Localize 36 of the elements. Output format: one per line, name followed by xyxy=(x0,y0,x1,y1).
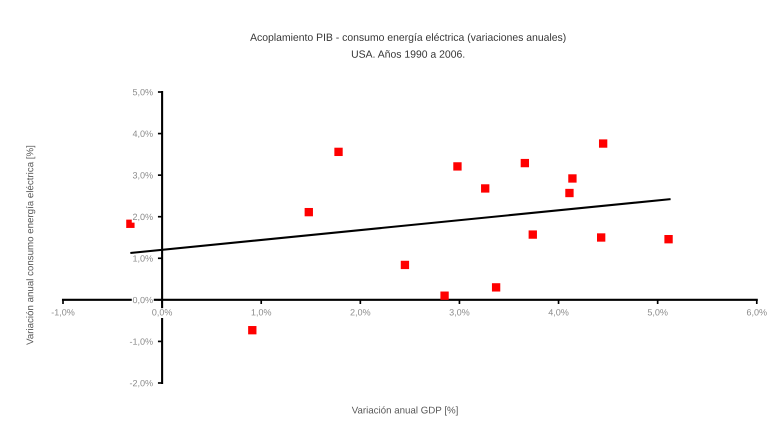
x-tick-label: 5,0% xyxy=(648,309,668,317)
y-tick-label: 4,0% xyxy=(132,130,153,138)
y-tick-label: 5,0% xyxy=(132,88,153,96)
x-tick-label: 0,0% xyxy=(152,309,172,317)
point xyxy=(400,260,410,270)
chart-title: Acoplamiento PIB - consumo energía eléctrica (variaciones anuales) xyxy=(250,33,566,43)
x-tick-label: 1,0% xyxy=(252,309,272,317)
y-tick-label: 1,0% xyxy=(133,255,153,263)
point xyxy=(304,208,313,216)
point xyxy=(520,158,530,168)
point xyxy=(664,234,673,244)
y-tick-label: -1,0% xyxy=(130,338,153,346)
x-axis-title: Variación anual GDP [%] xyxy=(352,406,458,416)
point xyxy=(440,292,449,300)
point xyxy=(334,148,343,156)
point xyxy=(481,184,490,193)
x-tick-label: 2,0% xyxy=(350,309,370,317)
point xyxy=(528,230,537,239)
y-axis-title: Variación anual consumo energía eléctrica [%] xyxy=(26,146,36,345)
x-tick-label: -1,0% xyxy=(52,309,74,317)
point xyxy=(597,233,606,242)
y-tick-label: 2,0% xyxy=(132,214,153,222)
point xyxy=(248,326,256,334)
point xyxy=(598,139,608,148)
point xyxy=(126,220,135,228)
point xyxy=(453,162,462,171)
chart-subtitle: USA. Años 1990 a 2006. xyxy=(352,50,464,58)
point xyxy=(568,174,577,183)
point xyxy=(492,283,500,292)
point xyxy=(565,188,574,198)
x-tick-label: 6,0% xyxy=(746,309,767,317)
x-tick-label: 3,0% xyxy=(449,309,470,317)
y-tick-label: 3,0% xyxy=(132,172,153,180)
y-tick-label: -2,0% xyxy=(130,380,153,388)
y-tick-label: 0,0% xyxy=(132,296,153,304)
x-tick-label: 4,0% xyxy=(548,309,569,317)
